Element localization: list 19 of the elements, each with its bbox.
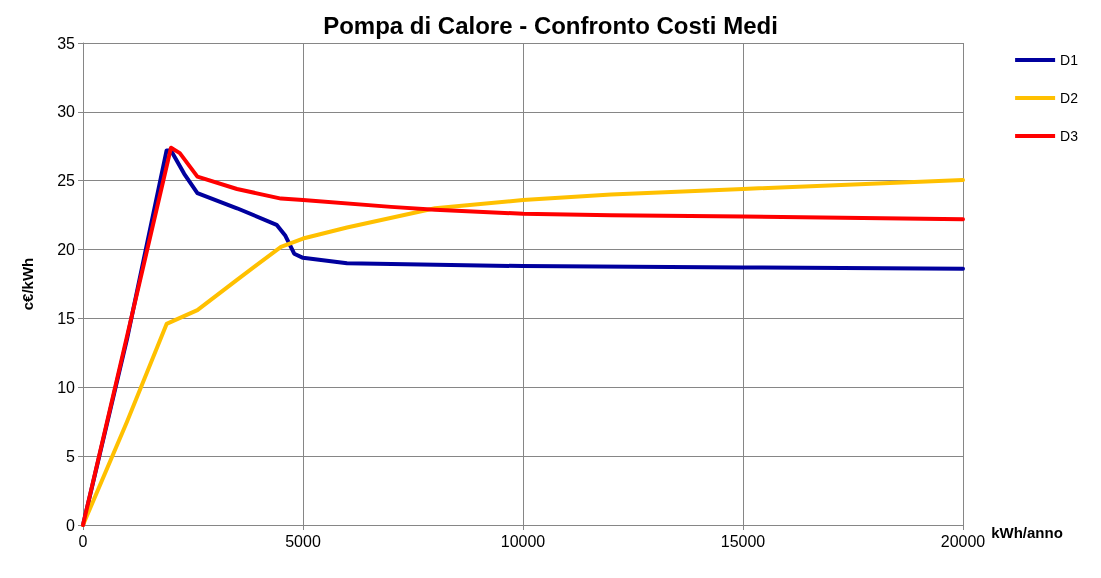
chart-title: Pompa di Calore - Confronto Costi Medi — [323, 11, 778, 39]
x-tick-label: 5000 — [285, 532, 321, 550]
y-tick-label: 5 — [66, 447, 76, 465]
legend-label: D1 — [1060, 52, 1079, 68]
y-tick-label: 15 — [57, 309, 76, 327]
x-axis-title: kWh/anno — [991, 524, 1063, 541]
y-tick-label: 25 — [57, 172, 76, 190]
y-tick-label: 20 — [57, 241, 76, 259]
legend-label: D2 — [1060, 90, 1079, 106]
x-tick-label: 10000 — [500, 532, 546, 550]
x-tick-label: 20000 — [940, 532, 986, 550]
y-tick-label: 10 — [57, 378, 76, 396]
y-tick-label: 30 — [57, 103, 76, 121]
legend-label: D3 — [1060, 128, 1079, 144]
y-tick-label: 35 — [57, 34, 76, 52]
y-tick-label: 0 — [66, 516, 76, 534]
y-axis-title: c€/kWh — [19, 257, 36, 311]
x-tick-label: 15000 — [720, 532, 766, 550]
x-tick-label: 0 — [78, 532, 88, 550]
